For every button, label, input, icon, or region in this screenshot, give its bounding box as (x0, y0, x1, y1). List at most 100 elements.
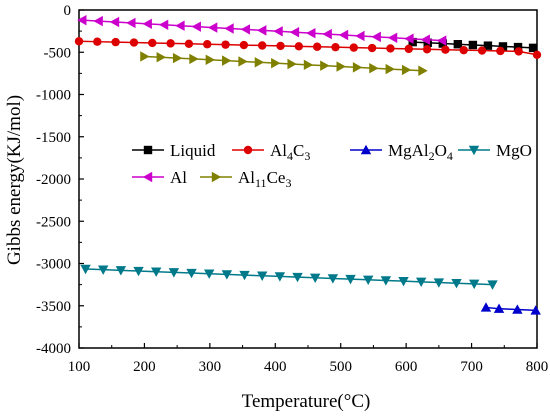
series-mgo-point (433, 278, 445, 288)
series-al-point (191, 21, 201, 32)
series-mgo-point (257, 271, 268, 281)
x-tick-label: 400 (264, 359, 287, 375)
series-mgo-point (309, 273, 321, 283)
series-al11ce3-point (140, 51, 150, 62)
legend-label-subscript: 3 (304, 149, 310, 163)
series-mgo-point (80, 264, 91, 275)
y-tick-label: -3500 (36, 299, 71, 315)
series-al11ce3-point (189, 53, 199, 65)
legend-item: MgAl2O4 (350, 141, 453, 163)
legend-item: Al11Ce3 (200, 168, 291, 190)
y-tick-label: -2000 (36, 172, 71, 188)
series-al-point (355, 30, 365, 42)
series-al4c3-point (258, 41, 267, 50)
legend-label: MgAl2O4 (388, 141, 453, 163)
legend-swatch-marker (360, 144, 372, 155)
legend-swatch-marker (468, 145, 480, 156)
y-axis-label: Gibbs energy(KJ/mol) (4, 95, 25, 265)
series-al-point (289, 27, 300, 38)
series-al4c3-point (477, 46, 487, 55)
legend-item: Al (132, 168, 187, 187)
y-tick-label: -3000 (36, 257, 71, 273)
legend-label-part: C (293, 141, 304, 160)
series-al4c3-point (496, 46, 505, 56)
series-mgo-line (85, 268, 493, 286)
legend-swatch-marker (143, 145, 153, 155)
series-mgo-point (239, 270, 250, 281)
series-mgo-point (186, 268, 197, 279)
series-liquid-point (528, 43, 538, 53)
series-al11ce3-point (172, 52, 183, 64)
series-mgo (80, 264, 498, 290)
series-al11ce3-point (352, 62, 363, 73)
series-mgo-point (204, 269, 215, 279)
legend-item: Al4C3 (232, 141, 310, 163)
series-al4c3-point (441, 45, 450, 54)
series-al11ce3-point (238, 56, 248, 67)
legend-label: MgO (496, 141, 532, 160)
legend-label-part: O (435, 141, 447, 160)
series-liquid-point (453, 40, 463, 49)
series-al-point (338, 29, 349, 41)
series-al4c3 (74, 37, 542, 59)
legend-label: Al11Ce3 (238, 168, 291, 190)
legend-label-main: Al (170, 168, 187, 187)
y-tick-label: -500 (44, 45, 72, 61)
series-mgo-point (415, 277, 427, 288)
legend-label: Liquid (170, 141, 216, 160)
y-tick-label: 0 (64, 3, 72, 19)
y-tick-label: -4000 (36, 341, 71, 357)
series-mgo-point (468, 279, 480, 290)
series-al11ce3-point (418, 65, 428, 76)
legend-label-main: MgAl (388, 141, 429, 160)
series-al4c3-point (312, 42, 322, 51)
series-al4c3-point (276, 41, 285, 51)
series-al4c3-point (386, 44, 395, 53)
y-tick-label: -1000 (36, 88, 71, 104)
legend-item: MgO (458, 141, 532, 160)
series-al-point (142, 18, 152, 30)
series-mgo-point (487, 280, 498, 290)
series-mgo-point (292, 272, 303, 283)
legend-label: Al4C3 (270, 141, 310, 163)
legend-label-subscript: 4 (447, 149, 453, 163)
series-liquid-point (483, 41, 493, 50)
series-al-point (322, 28, 332, 40)
series-al4c3-point (514, 47, 523, 56)
series-al11ce3-point (303, 59, 314, 71)
legend-label-subscript: 4 (287, 149, 293, 163)
series-mgo-point (133, 266, 144, 277)
series-mgo-point (327, 274, 339, 284)
series-al4c3-point (422, 45, 432, 54)
series-al11ce3-point (156, 52, 166, 63)
x-tick-label: 700 (460, 359, 483, 375)
series-al-point (224, 23, 234, 34)
series-al-point (207, 22, 218, 33)
y-tick-label: -2500 (36, 214, 71, 230)
x-tick-label: 600 (395, 359, 418, 375)
series-mgal2o4-point (493, 303, 505, 313)
legend-label-main: MgO (496, 141, 532, 160)
series-al-point (77, 14, 87, 26)
series-mgo-point (98, 265, 109, 275)
series-al4c3-point (129, 38, 139, 47)
series-al11ce3-point (222, 55, 232, 66)
series-al-point (126, 17, 136, 29)
series-al-point (420, 34, 430, 45)
series-al-point (404, 33, 414, 44)
series-mgo-point (151, 267, 162, 277)
series-al4c3-point (148, 38, 157, 48)
series-al11ce3-point (401, 64, 412, 76)
series-al11ce3 (140, 51, 428, 76)
series-al-point (175, 20, 185, 31)
series-al4c3-point (221, 40, 230, 49)
series-mgo-point (221, 270, 233, 280)
series-al4c3-point (74, 37, 84, 46)
series-al (77, 14, 447, 46)
series-al-point (387, 32, 398, 44)
series-al-point (257, 25, 267, 36)
series-al4c3-point (349, 43, 358, 52)
series-mgal2o4 (480, 302, 541, 315)
legend-label-main: Al (270, 141, 287, 160)
